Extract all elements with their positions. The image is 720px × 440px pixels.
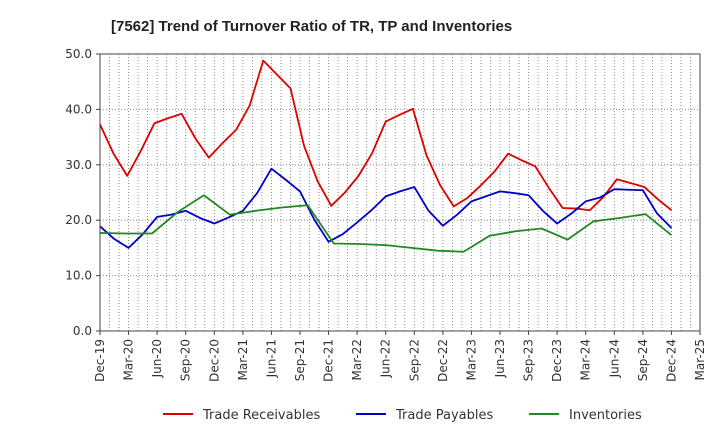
plot-frame (99, 53, 701, 332)
legend-label: Trade Payables (395, 408, 493, 423)
x-tick-label: Sep-22 (407, 339, 421, 381)
x-tick-label: Mar-25 (693, 339, 707, 380)
x-tick-label: Jun-22 (379, 339, 393, 378)
x-tick-label: Jun-20 (150, 339, 164, 378)
y-axis: 0.0 10.0 20.0 30.0 40.0 50.0 (65, 47, 100, 338)
x-tick-label: Dec-21 (322, 339, 336, 382)
y-tick-label: 30.0 (65, 158, 92, 172)
x-tick-label: Mar-23 (464, 339, 478, 380)
chart-title: [7562] Trend of Turnover Ratio of TR, TP… (111, 18, 512, 35)
x-tick-label: Sep-23 (522, 339, 536, 381)
x-tick-label: Dec-23 (550, 339, 564, 382)
y-tick-label: 20.0 (65, 213, 92, 227)
legend-label: Trade Receivables (202, 408, 320, 423)
x-tick-label: Sep-24 (636, 339, 650, 381)
x-tick-label: Mar-21 (236, 339, 250, 380)
x-tick-label: Sep-20 (179, 339, 193, 381)
x-tick-label: Jun-23 (493, 339, 507, 378)
legend: Trade Receivables Trade Payables Inventori… (163, 408, 642, 423)
series-line-inventories (99, 194, 672, 253)
x-tick-label: Mar-20 (122, 339, 136, 380)
x-tick-label: Dec-20 (207, 339, 221, 382)
series-layer (99, 59, 673, 253)
x-tick-label: Mar-24 (579, 339, 593, 380)
y-tick-label: 0.0 (73, 324, 92, 338)
x-axis: Dec-19 Mar-20 Jun-20 Sep-20 Dec-20 Mar-21 Jun-… (93, 331, 707, 382)
legend-label: Inventories (569, 408, 642, 423)
y-tick-label: 10.0 (65, 269, 92, 283)
y-tick-label: 40.0 (65, 102, 92, 116)
x-tick-label: Dec-22 (436, 339, 450, 382)
x-tick-label: Mar-22 (350, 339, 364, 380)
y-tick-label: 50.0 (65, 47, 92, 61)
x-tick-label: Jun-21 (264, 339, 278, 378)
x-tick-label: Dec-24 (664, 339, 678, 382)
series-line-trade-payables (99, 167, 673, 249)
x-tick-label: Sep-21 (293, 339, 307, 381)
x-tick-label: Dec-19 (93, 339, 107, 382)
x-tick-label: Jun-24 (607, 339, 621, 378)
